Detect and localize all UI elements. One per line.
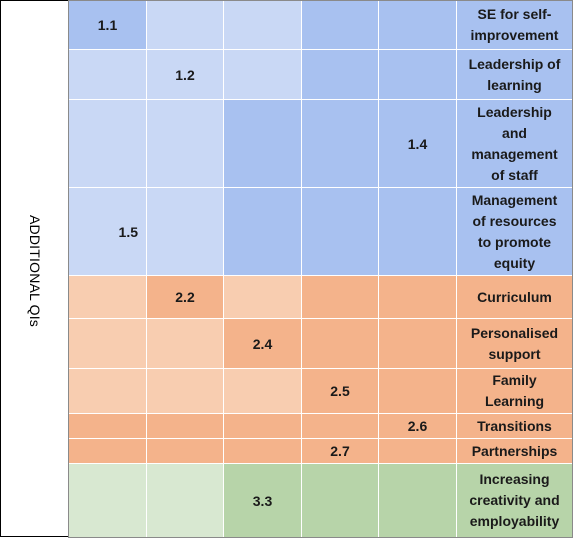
qi-code-2-2: 2.2 [146,275,224,319]
qi-code-2-4: 2.4 [223,318,302,369]
matrix-cell [68,318,147,369]
matrix-cell [146,99,224,188]
qi-row-label: Transitions [456,413,573,439]
matrix-cell [378,438,457,464]
matrix-cell [146,318,224,369]
matrix-cell [146,413,224,439]
qi-row-family-learning: 2.5 Family Learning [68,368,573,414]
matrix-cell [301,413,379,439]
matrix-cell [378,463,457,538]
qi-row-leadership-of-learning: 1.2 Leadership of learning [68,49,573,100]
matrix-cell [223,187,302,276]
qi-row-label: Leadership of learning [456,49,573,100]
sidebar-panel: ADDITIONAL QIs [0,0,68,537]
matrix-cell [223,368,302,414]
matrix-cell [378,275,457,319]
matrix-cell [301,49,379,100]
qi-row-management-resources: 1.5 Management of resources to promote equi… [68,187,573,276]
qi-code-2-5: 2.5 [301,368,379,414]
matrix-cell [378,187,457,276]
qi-code-3-3: 3.3 [223,463,302,538]
matrix-cell [68,463,147,538]
matrix-cell [68,368,147,414]
matrix-cell [68,413,147,439]
qi-code-1-5: 1.5 [68,187,147,276]
matrix-cell [223,438,302,464]
qi-code-1-2: 1.2 [146,49,224,100]
qi-row-partnerships: 2.7 Partnerships [68,438,573,464]
matrix-cell [146,463,224,538]
qi-row-curriculum: 2.2 Curriculum [68,275,573,319]
matrix-cell [301,187,379,276]
qi-row-transitions: 2.6 Transitions [68,413,573,439]
matrix-cell [223,275,302,319]
qi-matrix-table: 1.1 SE for self-improvement 1.2 Leadersh… [68,0,573,538]
qi-row-label: Management of resources to promote equity [456,187,573,276]
qi-code-2-6: 2.6 [378,413,457,439]
qi-row-leadership-management-staff: 1.4 Leadership and management of staff [68,99,573,188]
qi-row-label: Personalised support [456,318,573,369]
matrix-cell [146,368,224,414]
additional-qis-vertical-label: ADDITIONAL QIs [27,215,43,327]
qi-row-creativity-employability: 3.3 Increasing creativity and employabilit… [68,463,573,538]
qi-row-label: Family Learning [456,368,573,414]
qi-row-label: Increasing creativity and employability [456,463,573,538]
matrix-cell [301,0,379,50]
matrix-cell [301,463,379,538]
matrix-cell [378,368,457,414]
qi-row-label: Partnerships [456,438,573,464]
matrix-cell [68,49,147,100]
matrix-cell [301,275,379,319]
matrix-cell [68,438,147,464]
qi-row-label: SE for self-improvement [456,0,573,50]
matrix-cell [146,0,224,50]
qi-row-label: Leadership and management of staff [456,99,573,188]
qi-row-personalised-support: 2.4 Personalised support [68,318,573,369]
matrix-cell [223,49,302,100]
matrix-cell [146,438,224,464]
qi-code-2-7: 2.7 [301,438,379,464]
matrix-cell [301,99,379,188]
matrix-cell [146,187,224,276]
matrix-cell [378,0,457,50]
matrix-cell [378,49,457,100]
matrix-cell [68,99,147,188]
qi-row-label: Curriculum [456,275,573,319]
matrix-cell [223,413,302,439]
matrix-cell [223,99,302,188]
matrix-cell [378,318,457,369]
qi-row-se-self-improvement: 1.1 SE for self-improvement [68,0,573,50]
qi-code-1-4: 1.4 [378,99,457,188]
matrix-cell [301,318,379,369]
matrix-cell [68,275,147,319]
qi-code-1-1: 1.1 [68,0,147,50]
matrix-cell [223,0,302,50]
